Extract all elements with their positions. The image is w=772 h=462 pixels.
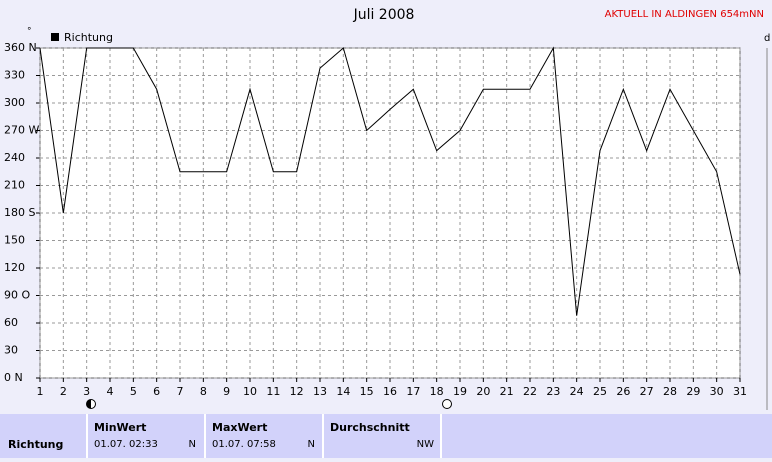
y-tick-label: 180 S [4,206,35,219]
x-tick-label: 1 [37,385,44,398]
x-tick-label: 27 [640,385,654,398]
x-tick-label: 23 [546,385,560,398]
y-tick-label: 360 N [4,41,37,54]
x-tick-label: 7 [177,385,184,398]
cell-dir: N [308,439,315,450]
legend-label: Richtung [64,31,113,44]
x-tick-label: 5 [130,385,137,398]
moon-icon [86,399,91,409]
x-tick-label: 2 [60,385,67,398]
x-tick-label: 17 [406,385,420,398]
y-tick-label: 270 W [4,124,39,137]
summary-panel [0,414,772,458]
y-tick-label: 0 N [4,371,23,384]
row-label: Richtung [8,438,63,451]
col-header: Durchschnitt [330,421,410,434]
y-tick-label: 330 [4,69,25,82]
x-tick-label: 12 [290,385,304,398]
x-tick-label: 20 [476,385,490,398]
x-tick-label: 21 [500,385,514,398]
y-tick-label: 150 [4,234,25,247]
cell-date: 01.07. 02:33 [94,439,158,450]
x-tick-label: 8 [200,385,207,398]
x-tick-label: 15 [360,385,374,398]
x-tick-label: 25 [593,385,607,398]
x-tick-label: 30 [710,385,724,398]
y-tick-label: 300 [4,96,25,109]
x-tick-label: 10 [243,385,257,398]
col-header: MinWert [94,421,146,434]
x-tick-label: 22 [523,385,537,398]
chart-title: Juli 2008 [353,7,415,23]
y-tick-label: 210 [4,179,25,192]
cell-date: 01.07. 07:58 [212,439,276,450]
x-tick-label: 4 [107,385,114,398]
x-tick-label: 3 [83,385,90,398]
col-header: MaxWert [212,421,267,434]
y-tick-label: 90 O [4,289,30,302]
x-tick-label: 19 [453,385,467,398]
x-tick-label: 29 [686,385,700,398]
data-line [39,46,741,316]
x-tick-label: 14 [336,385,350,398]
cell-dir: NW [417,439,434,450]
station: AKTUELL IN ALDINGEN 654mNN [605,9,764,20]
x-tick-label: 24 [570,385,584,398]
y2-unit: d [764,33,770,44]
y-tick-label: 120 [4,261,25,274]
cell-dir: N [189,439,196,450]
x-tick-label: 13 [313,385,327,398]
x-tick-label: 28 [663,385,677,398]
y-unit: ° [27,27,32,37]
y-tick-label: 30 [4,344,18,357]
x-tick-label: 9 [223,385,230,398]
y-tick-label: 240 [4,151,25,164]
moon-icon [442,399,452,409]
y-tick-label: 60 [4,316,18,329]
x-tick-label: 26 [616,385,630,398]
x-tick-label: 18 [430,385,444,398]
x-tick-label: 11 [266,385,280,398]
legend-swatch [51,33,59,41]
x-tick-label: 16 [383,385,397,398]
x-tick-label: 31 [733,385,747,398]
x-tick-label: 6 [153,385,160,398]
